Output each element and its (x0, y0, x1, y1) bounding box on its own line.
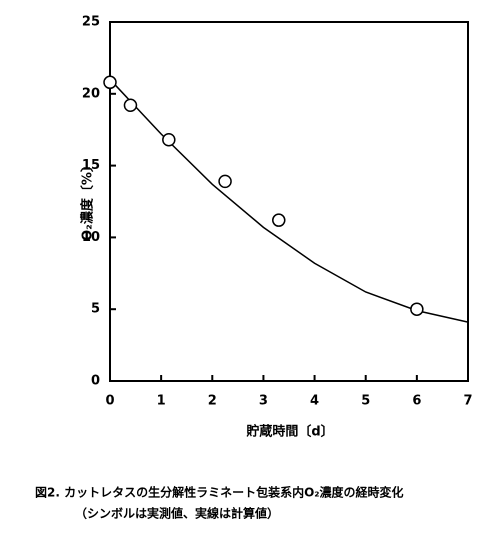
caption: （シンボルは実測値、実線は計算値） (75, 506, 279, 521)
x-tick-label: 4 (310, 394, 319, 409)
y-tick-label: 0 (91, 374, 100, 389)
data-point (272, 213, 286, 227)
x-tick-label: 3 (259, 394, 268, 409)
x-tick-label: 2 (208, 394, 217, 409)
x-tick-label: 0 (105, 394, 114, 409)
data-point (218, 174, 232, 189)
data-point (123, 98, 138, 113)
data-point (103, 75, 117, 90)
data-point (162, 133, 176, 147)
x-axis-label: 貯蔵時間〔d〕 (246, 424, 333, 440)
x-tick-label: 6 (412, 394, 421, 409)
y-tick-label: 15 (82, 158, 100, 173)
y-tick-label: 20 (82, 86, 100, 101)
y-tick-label: 5 (91, 302, 100, 317)
fit-curve (109, 78, 469, 323)
x-tick-label: 1 (157, 394, 166, 409)
y-tick-label: 25 (82, 15, 100, 30)
x-tick-label: 5 (361, 394, 370, 409)
caption: 図2. カットレタスの生分解性ラミネート包装系内O₂濃度の経時変化 (35, 485, 404, 500)
data-point (410, 302, 424, 316)
x-tick-label: 7 (463, 394, 472, 409)
plot-frame (109, 21, 469, 382)
y-tick-label: 10 (82, 230, 100, 245)
y-axis-label: O₂濃度〔%〕 (80, 159, 96, 241)
